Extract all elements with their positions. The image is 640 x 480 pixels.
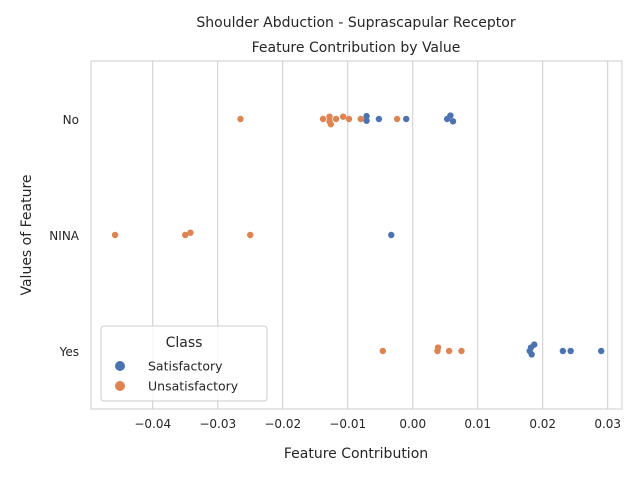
point-unsatisfactory: [187, 229, 194, 236]
point-unsatisfactory: [327, 121, 335, 128]
point-satisfactory: [447, 112, 454, 119]
x-tick-label: 0.01: [464, 417, 491, 431]
point-satisfactory: [559, 347, 567, 355]
point-unsatisfactory: [111, 231, 119, 239]
point-unsatisfactory: [319, 115, 327, 123]
point-satisfactory: [363, 112, 370, 120]
plot-frame: [90, 60, 623, 410]
legend-title: Class: [166, 335, 203, 351]
legend-marker-unsatisfactory: [115, 381, 125, 391]
x-tick-label: −0.04: [134, 417, 171, 431]
x-tick-label: 0.02: [529, 417, 556, 431]
point-satisfactory: [528, 351, 535, 358]
point-unsatisfactory: [393, 115, 401, 123]
point-satisfactory: [567, 347, 574, 355]
legend-box: [100, 325, 268, 402]
x-tick-label: −0.03: [199, 417, 236, 431]
x-axis-ticks: −0.04 −0.03 −0.02 −0.01 0.00 0.01 0.02 0.03: [134, 417, 621, 431]
chart-title-line1: Shoulder Abduction - Suprascapular Recep…: [196, 15, 515, 31]
y-axis-ticks: No NINA Yes: [49, 113, 79, 359]
point-unsatisfactory: [247, 231, 254, 239]
point-satisfactory: [403, 115, 410, 123]
point-unsatisfactory: [379, 347, 387, 355]
legend-marker-satisfactory: [115, 361, 125, 371]
legend-label-satisfactory: Satisfactory: [148, 359, 223, 374]
x-tick-label: −0.01: [329, 417, 366, 431]
point-satisfactory: [388, 231, 395, 239]
y-tick-label: Yes: [59, 345, 79, 359]
point-satisfactory: [449, 118, 457, 125]
point-satisfactory: [363, 117, 370, 124]
point-unsatisfactory: [357, 115, 364, 123]
y-tick-label: No: [63, 113, 79, 127]
x-tick-label: 0.03: [594, 417, 621, 431]
point-satisfactory: [375, 115, 383, 123]
data-points: [111, 112, 605, 358]
point-satisfactory: [598, 347, 605, 355]
x-axis-label: Feature Contribution: [284, 446, 428, 462]
point-unsatisfactory: [345, 115, 353, 123]
y-tick-label: NINA: [49, 229, 79, 243]
x-tick-label: −0.02: [264, 417, 301, 431]
point-unsatisfactory: [434, 344, 442, 351]
point-unsatisfactory: [339, 113, 347, 120]
point-satisfactory: [531, 341, 538, 348]
point-unsatisfactory: [332, 115, 340, 123]
legend: Class Satisfactory Unsatisfactory: [100, 325, 268, 402]
point-unsatisfactory: [237, 115, 244, 123]
x-tick-label: 0.00: [399, 417, 426, 431]
point-unsatisfactory: [458, 347, 465, 355]
chart-title-line2: Feature Contribution by Value: [252, 40, 461, 56]
y-axis-label: Values of Feature: [19, 174, 35, 295]
legend-label-unsatisfactory: Unsatisfactory: [148, 379, 239, 394]
point-unsatisfactory: [445, 347, 453, 355]
point-unsatisfactory: [182, 231, 189, 239]
point-unsatisfactory: [326, 113, 333, 120]
